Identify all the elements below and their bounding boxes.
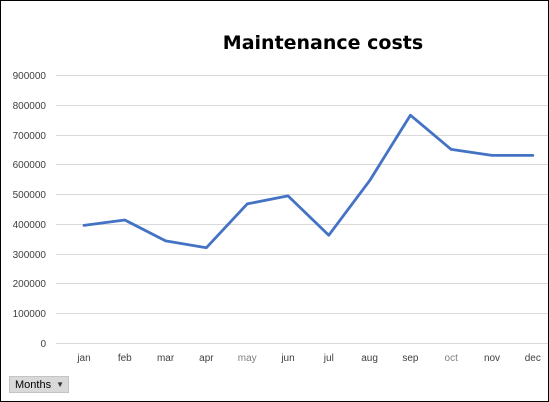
x-tick-label: oct (445, 353, 459, 364)
y-tick-label: 800000 (13, 101, 47, 112)
x-tick-label: jun (280, 353, 294, 364)
y-tick-label: 400000 (13, 220, 47, 231)
x-tick-label: jan (76, 353, 90, 364)
y-tick-label: 300000 (13, 250, 47, 261)
x-tick-label: nov (484, 353, 500, 364)
months-field-label: Months (15, 378, 52, 391)
y-tick-label: 500000 (13, 190, 47, 201)
y-tick-label: 900000 (13, 71, 47, 82)
caret-down-icon: ▼ (56, 380, 64, 389)
x-tick-label: dec (525, 353, 541, 364)
y-tick-label: 200000 (13, 279, 47, 290)
y-tick-label: 0 (40, 339, 46, 350)
series-line (82, 113, 535, 250)
x-tick-label: jul (323, 353, 334, 364)
y-tick-label: 700000 (13, 131, 47, 142)
x-tick-label: may (238, 353, 257, 364)
x-tick-label: mar (157, 353, 175, 364)
chart-title: Maintenance costs (222, 32, 424, 54)
x-tick-label: aug (361, 353, 378, 364)
y-tick-label: 600000 (13, 160, 47, 171)
x-tick-label: feb (118, 353, 132, 364)
x-tick-label: apr (199, 353, 214, 364)
months-field-button[interactable]: Months ▼ (9, 376, 69, 393)
x-tick-label: sep (402, 353, 419, 364)
y-tick-label: 100000 (13, 309, 47, 320)
